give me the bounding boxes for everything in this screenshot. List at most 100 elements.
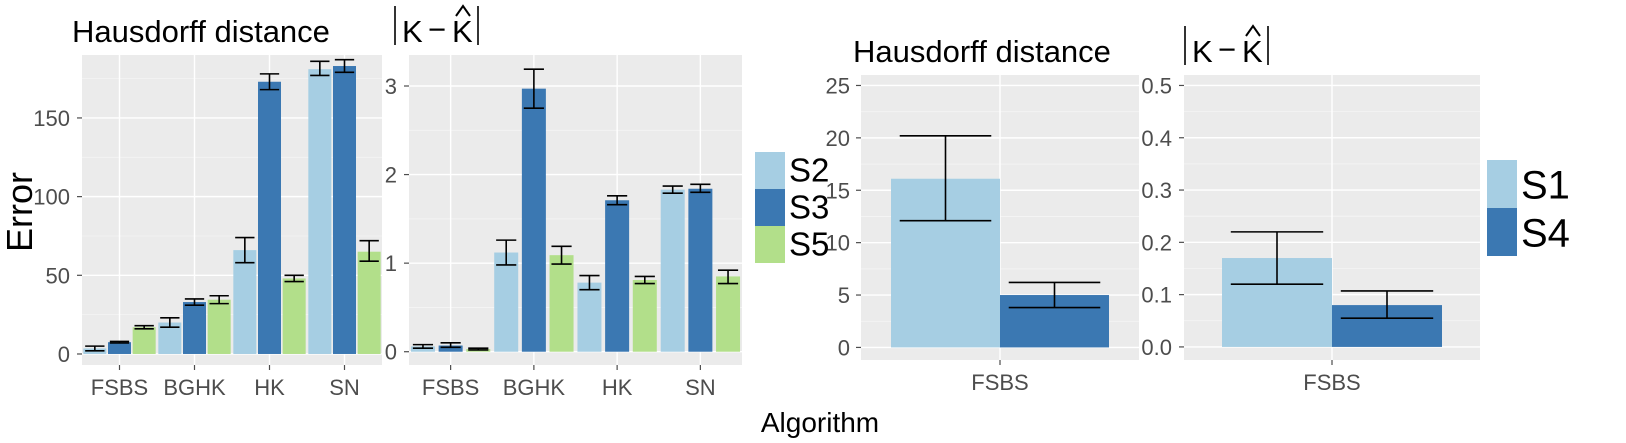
panel-k-error-fsbs: 0.0 0.1 0.2 0.3 0.4 0.5 FSBS K − K [1141, 24, 1480, 395]
error-bar-s3-hk [607, 195, 628, 206]
y-tick-label: 0.4 [1141, 126, 1172, 151]
error-bar-s3-bghk [523, 68, 544, 109]
panel-hausdorff-all: 0 50 100 150 FSBS BGHK HK SN Hausdorff distance [33, 14, 382, 400]
error-bar-s2-hk [579, 274, 600, 291]
bar-s3-hk [605, 200, 630, 352]
bar-s3-sn [333, 66, 356, 354]
error-bar-s3-bghk [184, 298, 205, 307]
title-hat-mark [1245, 24, 1261, 37]
y-tick-label: 50 [46, 263, 70, 288]
x-tick-label: SN [685, 375, 716, 400]
y-tick-label: 150 [33, 106, 70, 131]
title-k-hat-letter: K [452, 14, 473, 49]
bar-s3-sn [688, 188, 713, 352]
error-bar-s2-sn [662, 185, 683, 194]
bar-s2-fsbs [410, 346, 435, 352]
legend-swatch-s4 [1487, 208, 1517, 256]
error-bar-s5-hk [634, 275, 655, 285]
panel-background [409, 55, 742, 365]
legend-label-s4: S4 [1521, 211, 1570, 255]
error-bar-s2-hk [235, 236, 255, 264]
legend-swatch-s5 [755, 226, 785, 263]
x-tick-label: HK [602, 375, 633, 400]
title-k-letter: K [1192, 34, 1213, 69]
error-bar-s3-sn [334, 58, 355, 74]
error-bar-s5-fsbs [134, 324, 154, 330]
y-tick-label: 0.0 [1141, 335, 1172, 360]
y-tick-label: 0.3 [1141, 178, 1172, 203]
bar-s3-fsbs [438, 345, 463, 352]
x-tick-label: BGHK [163, 375, 226, 400]
bar-s2-bghk [494, 252, 519, 352]
x-tick-label: BGHK [503, 375, 566, 400]
y-tick-label: 0 [838, 335, 850, 360]
y-tick-label: 0 [385, 340, 397, 365]
error-bar-s3-fsbs [109, 340, 130, 344]
title-hat-mark [455, 4, 471, 17]
x-tick-label: FSBS [1303, 370, 1360, 395]
y-tick-label: 0.5 [1141, 73, 1172, 98]
error-bar-s5-bghk [551, 245, 572, 265]
error-bar-s2-bghk [160, 316, 180, 329]
error-bar-s2-fsbs [85, 345, 105, 352]
error-bar-s2-bghk [496, 239, 517, 266]
error-bar-s4-fsbs [1008, 281, 1101, 309]
y-tick-label: 15 [826, 178, 850, 203]
bar-s5-fsbs [132, 327, 156, 354]
bar-s2-sn [660, 189, 685, 352]
y-tick-label: 3 [385, 74, 397, 99]
title-k-hat-letter: K [1242, 34, 1263, 69]
error-bar-s3-sn [690, 183, 711, 194]
legend-swatch-s2 [755, 152, 785, 189]
x-tick-label: FSBS [422, 375, 479, 400]
bar-s5-hk [632, 279, 657, 352]
bar-s2-bghk [158, 322, 182, 354]
legend-label-s5: S5 [789, 226, 829, 263]
y-tick-label: 25 [826, 73, 850, 98]
error-bar-s5-sn [359, 239, 379, 262]
y-tick-label: 5 [838, 283, 850, 308]
y-tick-label: 10 [826, 231, 850, 256]
y-tick-label: 20 [826, 126, 850, 151]
bar-s5-bghk [549, 255, 574, 352]
legend-label-s3: S3 [789, 189, 829, 226]
error-bar-s5-sn [717, 269, 739, 285]
bar-s2-hk [233, 250, 257, 354]
title-minus-sign: − [428, 12, 446, 47]
y-tick-label: 1 [385, 251, 397, 276]
y-tick-label: 0 [58, 342, 70, 367]
error-bar-s5-hk [284, 274, 304, 283]
bar-s3-fsbs [108, 342, 131, 354]
x-tick-label: HK [254, 375, 285, 400]
x-axis-title: Algorithm [761, 407, 879, 438]
bar-s3-bghk [183, 302, 206, 354]
panel-title: Hausdorff distance [853, 34, 1111, 69]
y-axis-title: Error [0, 172, 40, 252]
bar-s2-sn [308, 69, 332, 354]
legend-swatch-s3 [755, 189, 785, 226]
legend-label-s2: S2 [789, 152, 829, 189]
error-bar-s1-fsbs [1230, 231, 1324, 285]
panel-background [82, 55, 382, 365]
y-tick-label: 0.2 [1141, 230, 1172, 255]
error-bar-s3-fsbs [440, 342, 461, 349]
title-k-letter: K [402, 14, 423, 49]
panel-title: Hausdorff distance [72, 14, 330, 49]
panel-title: K − K [1184, 24, 1269, 69]
bar-s5-sn [716, 276, 741, 352]
bar-s5-bghk [207, 299, 231, 354]
error-bar-s5-bghk [209, 294, 229, 305]
panel-hausdorff-fsbs: 0 5 10 15 20 25 FSBS Hausdorff distance [826, 34, 1139, 395]
x-tick-label: FSBS [91, 375, 148, 400]
error-bar-s4-fsbs [1340, 290, 1434, 319]
error-bar-s1-fsbs [899, 134, 992, 222]
bar-s3-hk [258, 81, 281, 354]
x-tick-label: FSBS [971, 370, 1028, 395]
bar-s3-bghk [521, 88, 546, 352]
error-bar-s2-fsbs [412, 343, 434, 349]
bar-s2-hk [577, 282, 602, 352]
y-tick-label: 0.1 [1141, 283, 1172, 308]
bar-s5-hk [282, 278, 306, 354]
